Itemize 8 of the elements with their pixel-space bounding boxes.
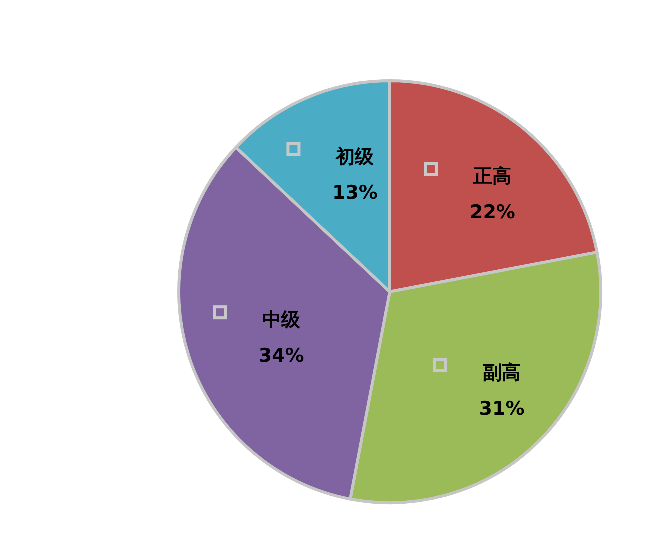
legend-label: 副高 [482, 362, 521, 384]
legend-label: 正高 [472, 166, 512, 188]
legend-label: 中级 [262, 309, 302, 332]
data-label: 34% [258, 345, 304, 368]
data-label: 22% [470, 202, 516, 224]
data-label: 13% [332, 182, 378, 204]
data-label: 31% [479, 398, 525, 420]
legend-label: 初级 [335, 146, 376, 168]
